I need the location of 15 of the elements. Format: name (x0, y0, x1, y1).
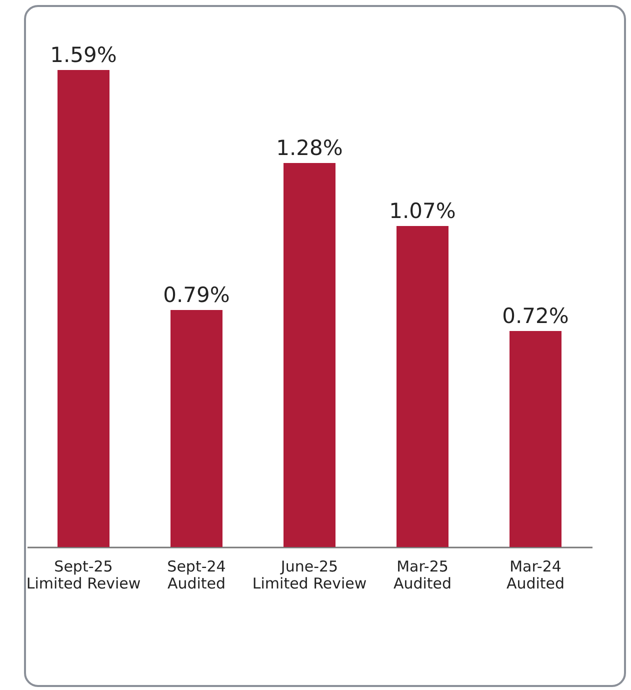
data-label: 1.07% (389, 199, 456, 223)
bar (510, 331, 562, 547)
x-tick-label: Mar-25 Audited (393, 558, 452, 592)
bar (284, 163, 336, 547)
x-tick-label: Sept-25 Limited Review (26, 558, 141, 592)
data-label: 1.59% (50, 43, 117, 67)
bar (396, 226, 448, 547)
data-label: 0.79% (163, 283, 230, 307)
x-tick-label: Sept-24 Audited (167, 558, 226, 592)
bar (170, 310, 222, 547)
data-label: 1.28% (276, 136, 343, 160)
bar (58, 70, 110, 547)
x-tick-label: Mar-24 Audited (506, 558, 565, 592)
x-tick-label: June-25 Limited Review (252, 558, 367, 592)
data-label: 0.72% (502, 304, 569, 328)
